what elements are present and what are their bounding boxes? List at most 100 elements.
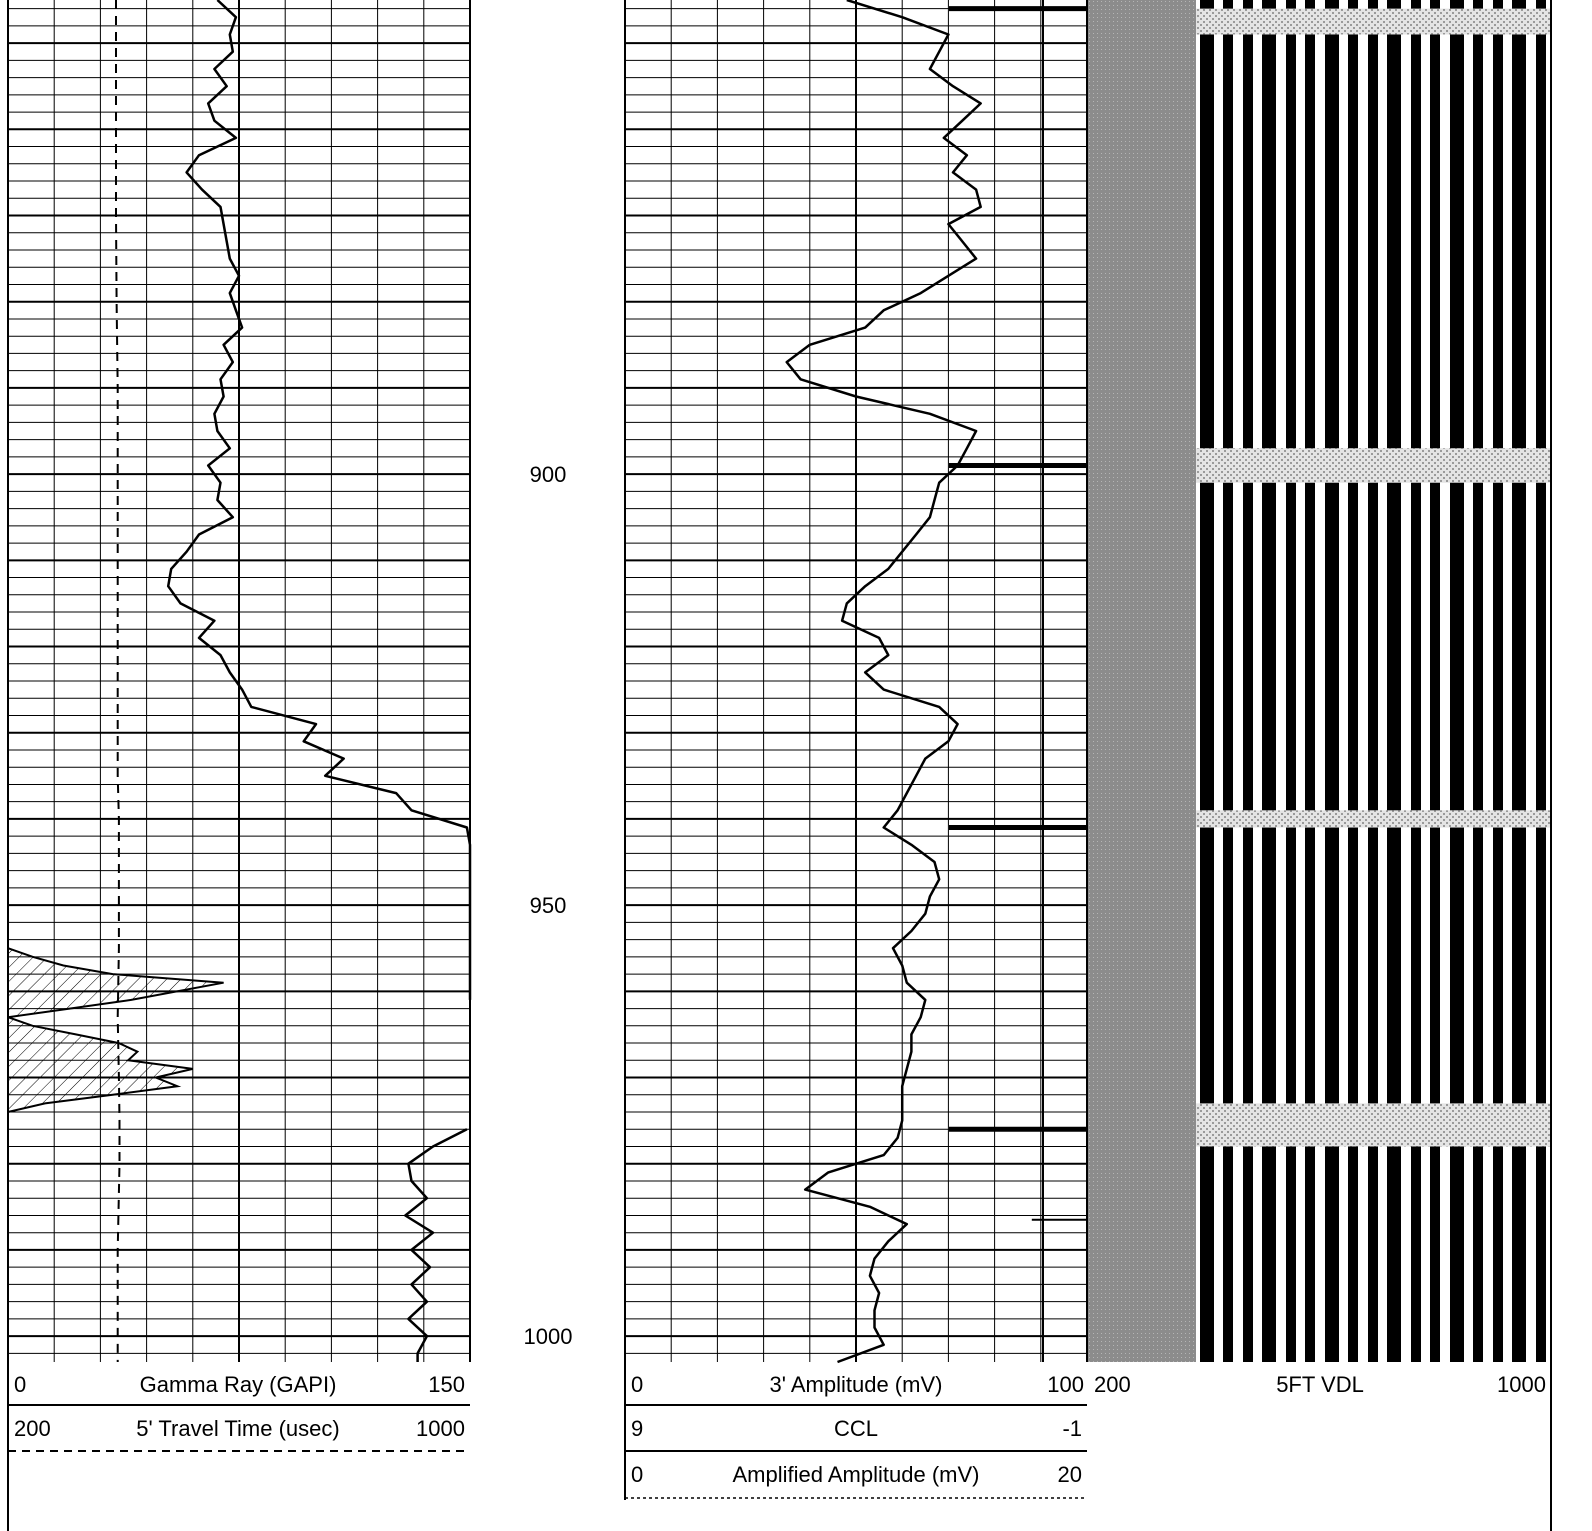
vdl-stripe	[1200, 34, 1214, 449]
vdl-stripe	[1286, 827, 1296, 1104]
vdl-stripe	[1450, 0, 1464, 9]
gr-title: Gamma Ray (GAPI)	[140, 1372, 337, 1397]
vdl-stripe	[1430, 0, 1440, 9]
vdl-stripe	[1473, 482, 1483, 811]
vdl-stripe	[1512, 0, 1526, 9]
vdl-stripe	[1262, 482, 1276, 811]
vdl-stripe	[1368, 34, 1378, 449]
vdl-stripe	[1223, 482, 1233, 811]
ampamp-title: Amplified Amplitude (mV)	[733, 1462, 980, 1487]
ccl-title: CCL	[834, 1416, 878, 1441]
header-track3: 200 5FT VDL 1000	[1094, 1362, 1552, 1531]
vdl-stripe	[1387, 827, 1401, 1104]
vdl-stripe	[1536, 34, 1546, 449]
amp-title: 3' Amplitude (mV)	[770, 1372, 943, 1397]
vdl-noise-band	[1196, 810, 1551, 828]
vdl-title: 5FT VDL	[1276, 1372, 1364, 1397]
curves-layer	[7, 0, 1087, 1364]
vdl-stripe	[1368, 1146, 1378, 1362]
tt-scale-min: 200	[14, 1416, 51, 1441]
vdl-stripe	[1473, 34, 1483, 449]
vdl-scale-min: 200	[1094, 1372, 1131, 1397]
vdl-stripe	[1348, 1146, 1358, 1362]
vdl-stripe	[1305, 0, 1315, 9]
vdl-stripe	[1411, 827, 1421, 1104]
vdl-stripe	[1262, 827, 1276, 1104]
vdl-stripe	[1286, 34, 1296, 449]
vdl-stripe	[1512, 482, 1526, 811]
vdl-stripe	[1243, 34, 1253, 449]
vdl-stripe	[1493, 482, 1503, 811]
vdl-stripe	[1223, 1146, 1233, 1362]
vdl-stripe	[1286, 1146, 1296, 1362]
vdl-stripe	[1411, 0, 1421, 9]
vdl-stripe	[1411, 1146, 1421, 1362]
vdl-stripe	[1430, 482, 1440, 811]
vdl-stripe	[1368, 827, 1378, 1104]
vdl-stripe	[1262, 1146, 1276, 1362]
vdl-stripe	[1348, 0, 1358, 9]
vdl-stripe	[1430, 34, 1440, 449]
amp-scale-min: 0	[631, 1372, 643, 1397]
gr-scale-max: 150	[428, 1372, 465, 1397]
track1-grid	[7, 0, 471, 1362]
header-track2: 0 3' Amplitude (mV) 100 9 CCL -1 0 Ampli…	[624, 1362, 1087, 1500]
vdl-stripe	[1223, 827, 1233, 1104]
vdl-stripe	[1223, 0, 1233, 9]
vdl-stripe	[1348, 827, 1358, 1104]
vdl-shaded-band	[1088, 0, 1196, 1362]
vdl-stripe	[1450, 34, 1464, 449]
depth-tick-label: 1000	[524, 1324, 573, 1349]
vdl-stripe	[1536, 482, 1546, 811]
vdl-stripe	[1243, 0, 1253, 9]
ccl-scale-min: 9	[631, 1416, 643, 1441]
vdl-stripe	[1368, 0, 1378, 9]
ampamp-scale-min: 0	[631, 1462, 643, 1487]
vdl-scale-max: 1000	[1497, 1372, 1546, 1397]
vdl-stripe	[1262, 0, 1276, 9]
vdl-stripe	[1473, 0, 1483, 9]
tt-title: 5' Travel Time (usec)	[136, 1416, 339, 1441]
vdl-stripe	[1536, 1146, 1546, 1362]
vdl-stripe	[1536, 0, 1546, 9]
vdl-stripe	[1473, 827, 1483, 1104]
depth-labels: 900 950 1000	[524, 462, 573, 1349]
track2-grid	[624, 0, 1088, 1362]
vdl-stripe	[1243, 827, 1253, 1104]
vdl-stripe	[1305, 1146, 1315, 1362]
vdl-stripe	[1368, 482, 1378, 811]
gamma-ray-lower-curve	[404, 1128, 468, 1362]
gamma-ray-curve	[166, 0, 472, 1000]
vdl-stripe	[1512, 1146, 1526, 1362]
vdl-stripe	[1325, 827, 1339, 1104]
vdl-stripe	[1493, 0, 1503, 9]
vdl-stripe	[1493, 1146, 1503, 1362]
travel-time-curve	[115, 0, 121, 1362]
vdl-stripe	[1473, 1146, 1483, 1362]
vdl-noise-band	[1196, 8, 1551, 35]
vdl-stripe	[1512, 827, 1526, 1104]
vdl-noise-band	[1196, 1103, 1551, 1147]
vdl-stripe	[1411, 34, 1421, 449]
vdl-stripe	[1512, 34, 1526, 449]
vdl-stripe	[1348, 482, 1358, 811]
amp-scale-max: 100	[1047, 1372, 1084, 1397]
vdl-stripe	[1411, 482, 1421, 811]
vdl-stripe	[1200, 1146, 1214, 1362]
vdl-track	[1086, 0, 1552, 1362]
vdl-stripe	[1305, 482, 1315, 811]
vdl-stripe	[1450, 482, 1464, 811]
ccl-scale-max: -1	[1062, 1416, 1082, 1441]
vdl-stripe	[1536, 827, 1546, 1104]
header-track1: 0 Gamma Ray (GAPI) 150 200 5' Travel Tim…	[7, 1362, 470, 1531]
vdl-stripe	[1325, 1146, 1339, 1362]
depth-tick-label: 950	[530, 893, 567, 918]
vdl-noise-band	[1196, 448, 1551, 483]
vdl-stripe	[1262, 34, 1276, 449]
vdl-stripe	[1200, 482, 1214, 811]
vdl-stripe	[1387, 0, 1401, 9]
gr-scale-min: 0	[14, 1372, 26, 1397]
vdl-stripe	[1430, 827, 1440, 1104]
vdl-stripe	[1325, 482, 1339, 811]
